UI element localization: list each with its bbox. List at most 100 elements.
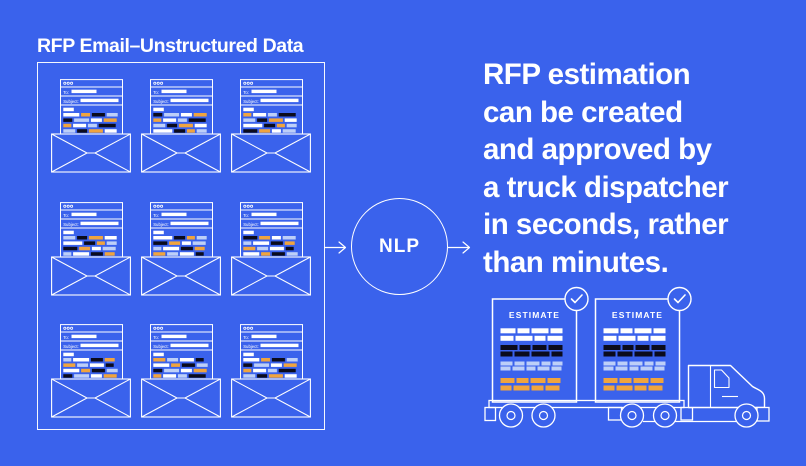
estimate-text-bar: [519, 345, 531, 350]
email-icon: To: Subject:: [231, 79, 311, 173]
email-text-bar: [283, 363, 297, 367]
email-text-bar: [286, 358, 298, 362]
envelope-icon: [231, 255, 311, 296]
wheel-icon: [498, 403, 524, 428]
estimate-text-bar: [648, 385, 663, 391]
estimate-text-bar: [500, 335, 514, 341]
wheels: [498, 403, 759, 428]
email-text-bar: [106, 368, 118, 373]
estimate-text-bar: [634, 328, 652, 334]
arrow-box-to-nlp-icon: [324, 241, 347, 254]
email-text-bar: [181, 240, 191, 245]
email-icon: To: Subject:: [231, 324, 311, 418]
email-text-bar: [167, 358, 179, 362]
estimate-text-bar: [537, 366, 550, 371]
email-text-bar: [74, 118, 90, 122]
email-text-bar: [282, 129, 296, 133]
email-icon: To: Subject:: [51, 79, 131, 173]
email-text-bar: [271, 235, 281, 239]
email-text-bar: [106, 113, 118, 117]
email-text-bar: [153, 246, 162, 250]
email-to-label: To:: [243, 335, 249, 340]
email-subject-label: Subject:: [243, 99, 259, 104]
estimate-text-bar: [644, 361, 654, 366]
email-text-bar: [243, 363, 253, 367]
estimate-text-bar: [500, 345, 518, 350]
email-text-bar: [63, 113, 80, 117]
email-text-bar: [195, 358, 204, 362]
email-text-bar: [84, 240, 96, 245]
email-text-bar: [63, 230, 74, 234]
estimate-text-bar: [551, 351, 563, 357]
headline-line: RFP estimation: [483, 58, 691, 91]
email-text-bar: [90, 251, 103, 256]
window-dot-icon: [66, 81, 70, 85]
email-to-label: To:: [153, 212, 159, 217]
estimate-text-bar: [526, 361, 540, 366]
email-text-bar: [243, 240, 252, 245]
estimate-card-title: ESTIMATE: [509, 310, 560, 320]
window-dot-icon: [250, 204, 254, 208]
email-text-bar: [87, 123, 97, 128]
email-subject-label: Subject:: [153, 221, 169, 226]
estimate-text-bar: [517, 328, 530, 334]
email-text-bar: [269, 246, 284, 250]
email-icon: To: Subject:: [51, 201, 131, 296]
estimate-text-bar: [548, 345, 563, 350]
window-dot-icon: [63, 326, 67, 330]
email-text-bar: [63, 240, 83, 245]
nlp-node: NLP: [351, 198, 448, 295]
estimate-text-bar: [603, 385, 615, 391]
window-dot-icon: [153, 204, 157, 208]
email-text-bar: [243, 129, 258, 133]
estimate-text-bar: [541, 361, 551, 366]
window-dot-icon: [156, 326, 160, 330]
estimate-card: ESTIMATE: [594, 286, 692, 403]
email-to-value-bar: [71, 89, 97, 94]
estimate-text-bar: [514, 361, 525, 366]
email-text-bar: [243, 368, 252, 373]
email-text-bar: [254, 363, 270, 367]
email-text-bar: [193, 113, 207, 117]
estimate-text-bar: [513, 385, 530, 391]
email-text-bar: [174, 129, 186, 133]
estimate-text-bar: [640, 366, 653, 371]
email-text-bar: [74, 374, 90, 378]
estimate-text-bar: [615, 366, 628, 371]
email-text-bar: [284, 374, 297, 378]
email-text-bar: [271, 251, 285, 256]
window-dot-icon: [153, 81, 157, 85]
approved-check-icon: [564, 286, 589, 312]
email-text-bar: [98, 123, 116, 128]
email-text-bar: [167, 123, 178, 128]
estimate-text-bar: [634, 351, 653, 357]
email-text-bar: [194, 246, 205, 250]
email-text-bar: [276, 123, 285, 128]
email-to-label: To:: [63, 335, 69, 340]
email-to-label: To:: [153, 335, 159, 340]
estimate-text-bar: [650, 378, 664, 383]
email-text-bar: [163, 374, 177, 378]
email-text-bar: [286, 123, 297, 128]
window-dot-icon: [243, 204, 247, 208]
estimate-text-bar: [547, 378, 561, 383]
email-text-bar: [270, 240, 283, 245]
email-text-bar: [163, 118, 177, 122]
email-text-bar: [177, 374, 187, 378]
email-text-bar: [63, 129, 76, 133]
email-text-bar: [257, 118, 268, 122]
estimate-text-bar: [532, 345, 547, 350]
window-dot-icon: [246, 204, 250, 208]
email-text-bar: [188, 118, 206, 122]
estimate-text-bar: [637, 335, 649, 341]
wheel-icon: [734, 403, 759, 428]
email-text-bar: [194, 123, 207, 128]
estimate-text-bar: [500, 385, 512, 391]
email-to-value-bar: [161, 212, 187, 216]
email-text-bar: [103, 118, 117, 122]
cab-window: [713, 369, 730, 389]
email-text-bar: [106, 240, 117, 245]
email-text-bar: [196, 129, 207, 133]
email-text-bar: [196, 363, 208, 367]
email-text-bar: [270, 363, 282, 367]
